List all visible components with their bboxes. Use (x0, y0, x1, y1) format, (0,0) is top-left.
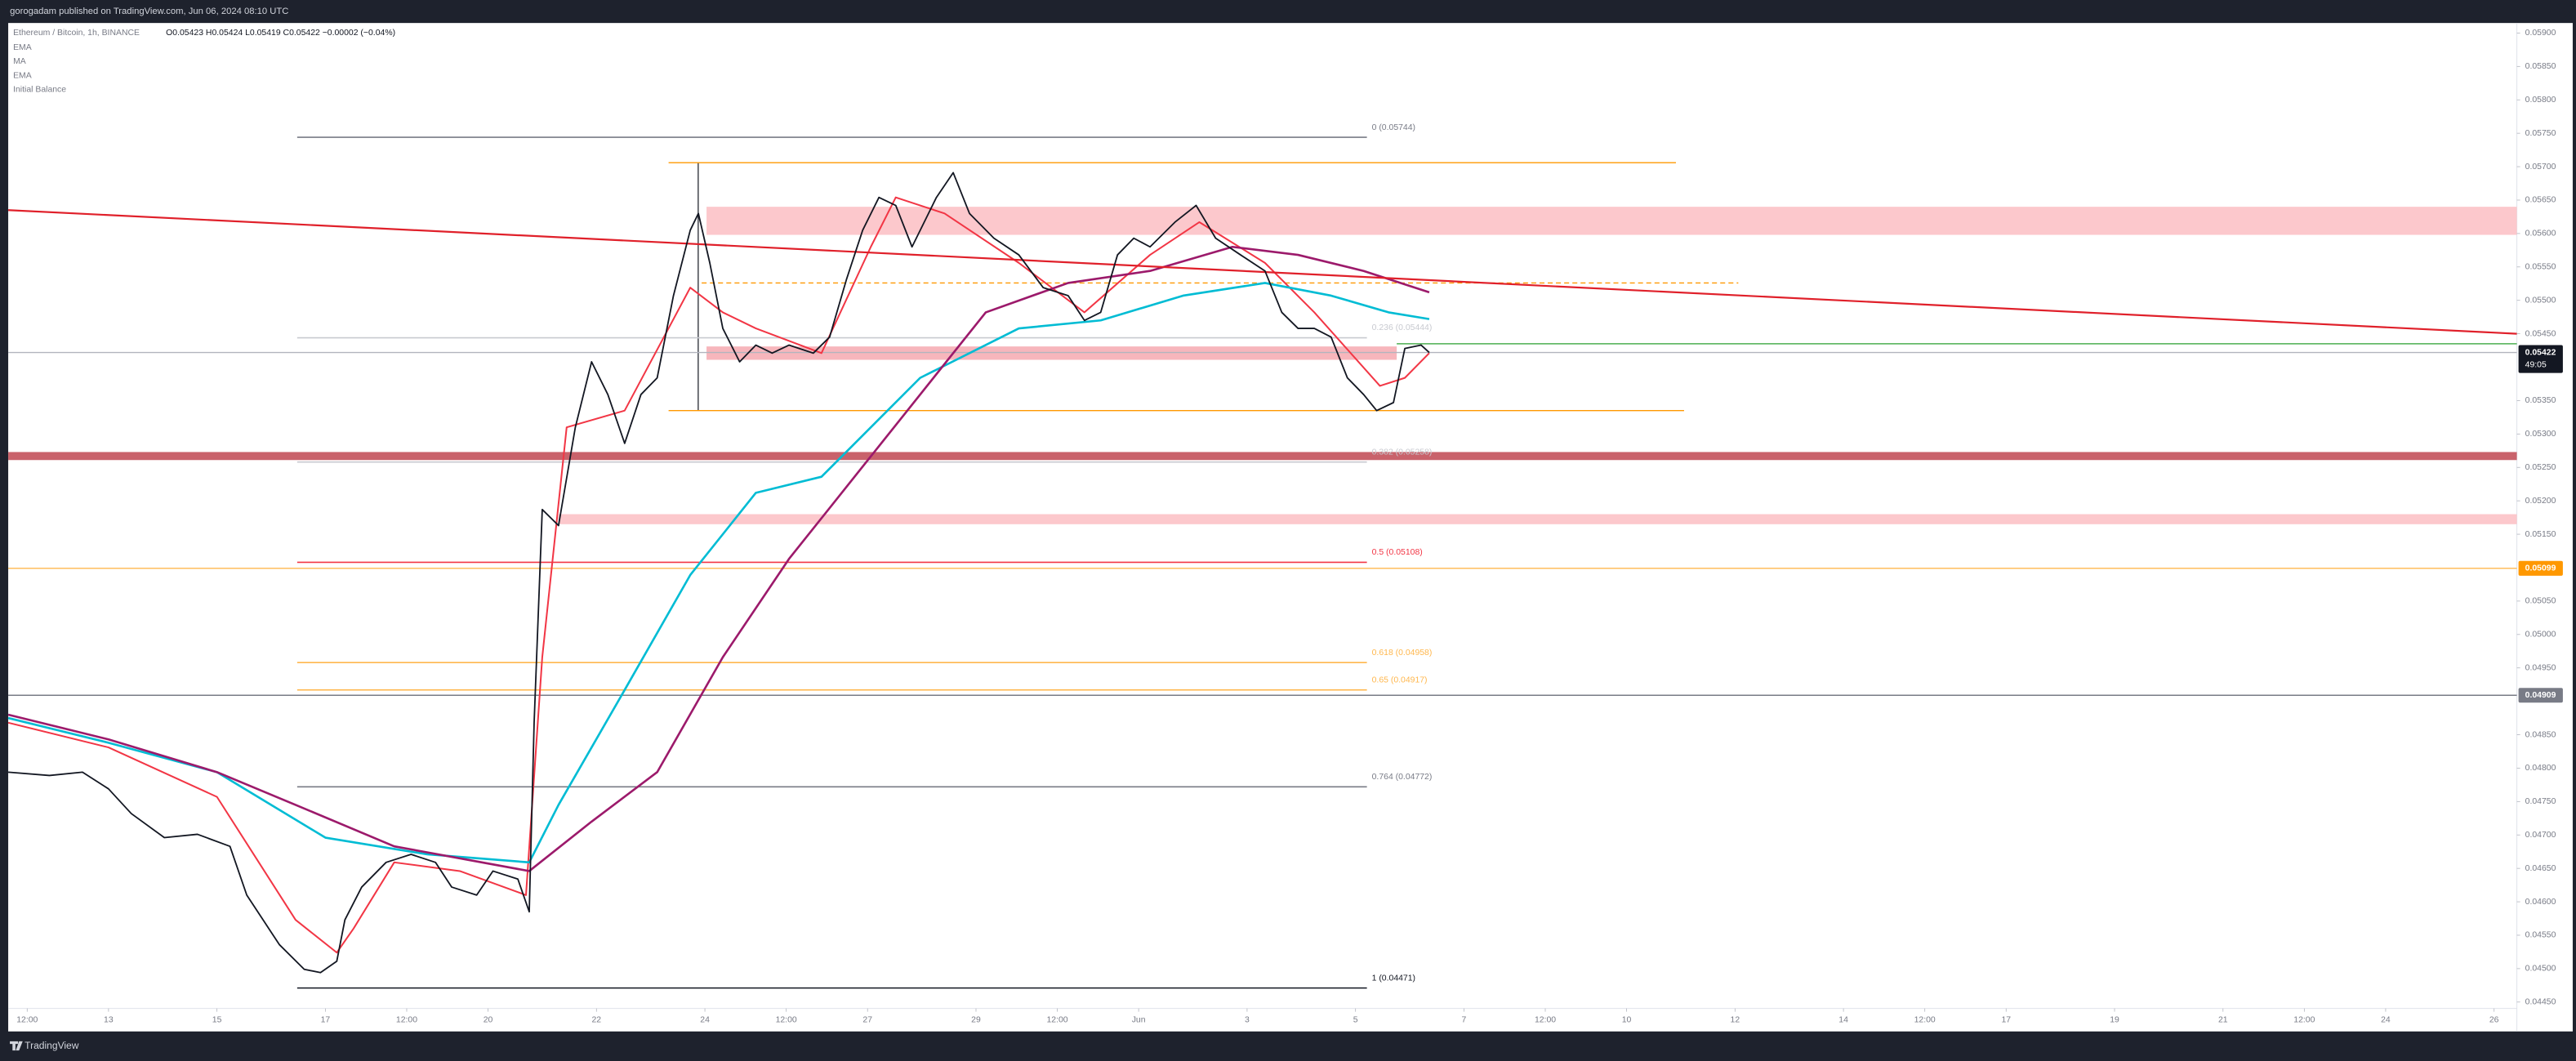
logo (10, 1041, 23, 1051)
series-line (7, 196, 1430, 954)
zone (8, 452, 2517, 461)
zone (558, 514, 2517, 524)
y-tick-label: 0.05200 (2525, 497, 2556, 506)
symbol: Ethereum / Bitcoin, 1h, BINANCE (13, 29, 140, 38)
x-tick-label: 12:00 (1535, 1015, 1556, 1024)
x-tick-label: 12:00 (1914, 1015, 1936, 1024)
countdown: 49:05 (2525, 360, 2547, 369)
y-tick-label: 0.04450 (2525, 998, 2556, 1007)
y-tick-label: 0.04650 (2525, 864, 2556, 873)
x-tick-label: 17 (2001, 1015, 2011, 1024)
y-tick-label: 0.05450 (2525, 329, 2556, 338)
fib-label: 0.65 (0.04917) (1372, 675, 1428, 684)
x-tick-label: 29 (971, 1015, 981, 1024)
y-tick-label: 0.05150 (2525, 530, 2556, 539)
x-tick-label: 27 (862, 1015, 872, 1024)
price-label: 0.05422 (2525, 348, 2556, 357)
y-tick-label: 0.04950 (2525, 663, 2556, 672)
fib-label: 1 (0.04471) (1372, 974, 1415, 983)
series-line (8, 209, 2517, 335)
price-label-box (2518, 345, 2563, 373)
y-tick-label: 0.04600 (2525, 898, 2556, 907)
x-tick-label: 24 (700, 1015, 710, 1024)
fib-label: 0.5 (0.05108) (1372, 548, 1423, 557)
ohlc: O0.05423 H0.05424 L0.05419 C0.05422 −0.0… (166, 29, 395, 38)
x-tick-label: 24 (2381, 1015, 2391, 1024)
y-tick-label: 0.04500 (2525, 965, 2556, 974)
publisher: gorogadam published on TradingView.com, … (10, 7, 288, 16)
x-tick-label: 15 (212, 1015, 222, 1024)
x-tick-label: 12:00 (776, 1015, 797, 1024)
y-tick-label: 0.05750 (2525, 129, 2556, 138)
zone (706, 207, 2517, 235)
y-tick-label: 0.04700 (2525, 831, 2556, 840)
x-tick-label: 12 (1731, 1015, 1740, 1024)
x-tick-label: 14 (1838, 1015, 1848, 1024)
zone (706, 346, 1397, 360)
fib-label: 0.764 (0.04772) (1372, 773, 1433, 782)
legend-entry: EMA (13, 43, 32, 52)
y-tick-label: 0.05000 (2525, 631, 2556, 640)
x-tick-label: 5 (1353, 1015, 1358, 1024)
fib-label: 0.618 (0.04958) (1372, 649, 1433, 658)
x-tick-label: 19 (2110, 1015, 2119, 1024)
x-tick-label: 13 (104, 1015, 114, 1024)
x-tick-label: 12:00 (1046, 1015, 1067, 1024)
y-tick-label: 0.05550 (2525, 263, 2556, 272)
plot-background (8, 23, 2573, 1032)
y-tick-label: 0.05600 (2525, 230, 2556, 239)
y-tick-label: 0.04550 (2525, 931, 2556, 940)
fib-label: 0.236 (0.05444) (1372, 323, 1433, 332)
x-tick-label: Jun (1132, 1015, 1146, 1024)
x-tick-label: 22 (591, 1015, 601, 1024)
x-tick-label: 17 (321, 1015, 331, 1024)
price-label: 0.05099 (2525, 564, 2556, 573)
legend-entry: Initial Balance (13, 85, 66, 94)
y-tick-label: 0.04750 (2525, 797, 2556, 806)
x-tick-label: 26 (2489, 1015, 2499, 1024)
y-tick-label: 0.05250 (2525, 463, 2556, 472)
x-tick-label: 12:00 (396, 1015, 417, 1024)
price-label: 0.04909 (2525, 691, 2556, 700)
x-tick-label: 10 (1622, 1015, 1632, 1024)
fib-label: 0 (0.05744) (1372, 123, 1415, 132)
x-tick-label: 21 (2218, 1015, 2228, 1024)
y-tick-label: 0.05650 (2525, 196, 2556, 205)
y-tick-label: 0.04850 (2525, 730, 2556, 739)
y-tick-label: 0.05350 (2525, 396, 2556, 405)
legend-entry: EMA (13, 71, 32, 80)
price-label-box (2518, 688, 2563, 703)
y-tick-label: 0.05300 (2525, 430, 2556, 439)
y-tick-label: 0.05900 (2525, 29, 2556, 38)
fib-label: 0.382 (0.05258) (1372, 448, 1433, 457)
x-tick-label: 12:00 (16, 1015, 38, 1024)
y-tick-label: 0.05050 (2525, 597, 2556, 606)
y-tick-label: 0.05500 (2525, 296, 2556, 305)
price-label-box (2518, 560, 2563, 576)
y-tick-label: 0.05850 (2525, 62, 2556, 71)
x-tick-label: 7 (1462, 1015, 1467, 1024)
x-tick-label: 3 (1245, 1015, 1250, 1024)
series-line (7, 282, 1430, 864)
footer-brand: TradingView (25, 1040, 79, 1051)
x-tick-label: 20 (484, 1015, 493, 1024)
series-line (7, 245, 1430, 872)
y-tick-label: 0.05700 (2525, 163, 2556, 172)
x-tick-label: 12:00 (2293, 1015, 2315, 1024)
y-tick-label: 0.04800 (2525, 764, 2556, 773)
series-line (7, 172, 1430, 974)
legend-entry: MA (13, 57, 26, 66)
y-tick-label: 0.05800 (2525, 96, 2556, 105)
